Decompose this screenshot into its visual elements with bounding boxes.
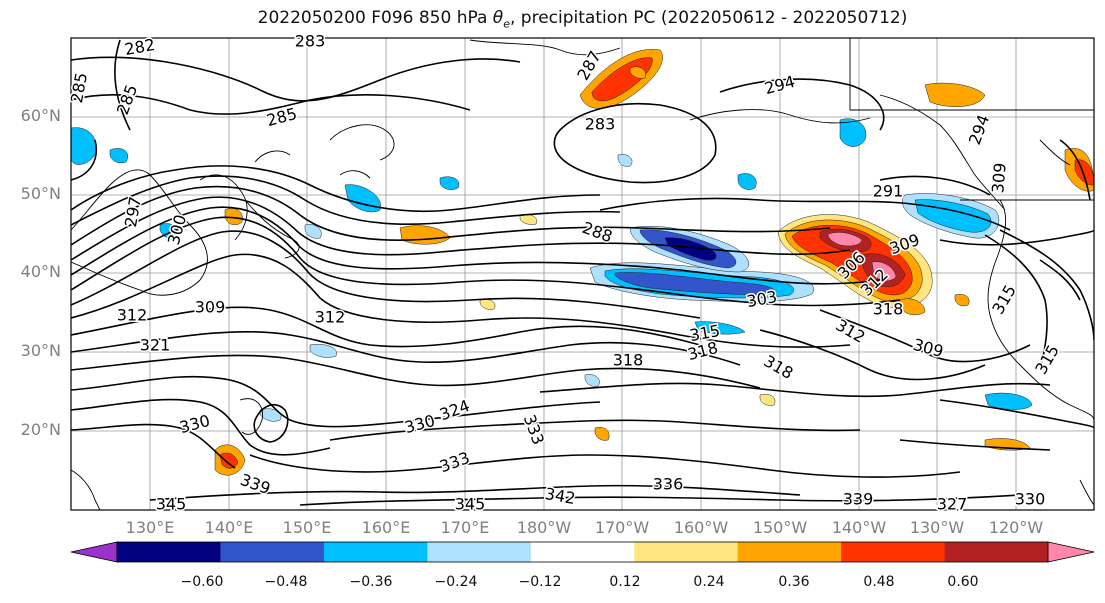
colorbar-tick: 0.12: [609, 574, 641, 590]
colorbar-segment: [841, 542, 946, 562]
contour-label: 283: [585, 115, 616, 134]
colorbar-extend-min: [70, 541, 118, 563]
plot-frame: [70, 37, 1095, 511]
contour-label: 330: [1015, 490, 1046, 509]
colorbar-tick: 0.36: [778, 574, 810, 590]
contour-label: 327: [937, 495, 968, 514]
lon-label-180w: 180°W: [516, 518, 572, 537]
colorbar-tick: −0.12: [518, 574, 562, 590]
colorbar-tick: 0.24: [693, 574, 725, 590]
colorbar-tick: −0.60: [180, 574, 224, 590]
contour-label: 345: [455, 495, 486, 514]
plot-background: [71, 38, 1094, 510]
lon-label-150w: 150°W: [752, 518, 808, 537]
lon-label-140w: 140°W: [831, 518, 887, 537]
contour-label: 339: [843, 490, 874, 509]
lon-label-160e: 160°E: [361, 518, 411, 537]
lat-label-40n: 40°N: [20, 262, 61, 281]
colorbar-segment: [530, 542, 635, 562]
map-title: 2022050200 F096 850 hPa θe, precipitatio…: [257, 8, 908, 31]
contour-label: 336: [653, 475, 684, 494]
colorbar-segment: [220, 542, 325, 562]
contour-label: 321: [140, 336, 171, 355]
lat-label-30n: 30°N: [20, 341, 61, 360]
lon-label-130w: 130°W: [909, 518, 965, 537]
colorbar-segment: [323, 542, 428, 562]
lat-label-50n: 50°N: [20, 184, 61, 203]
colorbar-tick: −0.24: [434, 574, 478, 590]
colorbar-tick: −0.36: [349, 574, 393, 590]
coastlines: [71, 38, 1094, 510]
contour-label: 291: [873, 182, 904, 201]
lon-label-140e: 140°E: [204, 518, 254, 537]
contour-label: 318: [613, 351, 644, 370]
colorbar-segment: [634, 542, 739, 562]
contour-label: 303: [745, 287, 778, 311]
lon-label-150e: 150°E: [282, 518, 332, 537]
theta-e-contours: [71, 39, 1094, 506]
contour-label: 309: [988, 162, 1010, 194]
colorbar-segment: [944, 542, 1049, 562]
colorbar: [70, 541, 1095, 563]
colorbar-tick: 0.48: [863, 574, 895, 590]
contour-label: 345: [156, 495, 187, 514]
colorbar-extend-max: [1047, 541, 1095, 563]
contour-label: 312: [117, 306, 148, 325]
colorbar-tick: −0.48: [264, 574, 308, 590]
contour-label: 312: [315, 308, 346, 327]
colorbar-frame: [116, 541, 1049, 563]
colorbar-segment: [117, 542, 221, 562]
colorbar-segment: [427, 542, 532, 562]
colorbar-tick: 0.60: [947, 574, 979, 590]
contour-label: 283: [295, 32, 326, 51]
lon-label-120w: 120°W: [988, 518, 1044, 537]
lon-label-160w: 160°W: [673, 518, 729, 537]
lon-label-130e: 130°E: [125, 518, 175, 537]
colorbar-segment: [737, 542, 842, 562]
lat-label-20n: 20°N: [20, 420, 61, 439]
lat-label-60n: 60°N: [20, 106, 61, 125]
lon-label-170e: 170°E: [440, 518, 490, 537]
lon-label-170w: 170°W: [594, 518, 650, 537]
contour-label: 309: [195, 298, 226, 317]
contour-label: 318: [873, 300, 904, 319]
